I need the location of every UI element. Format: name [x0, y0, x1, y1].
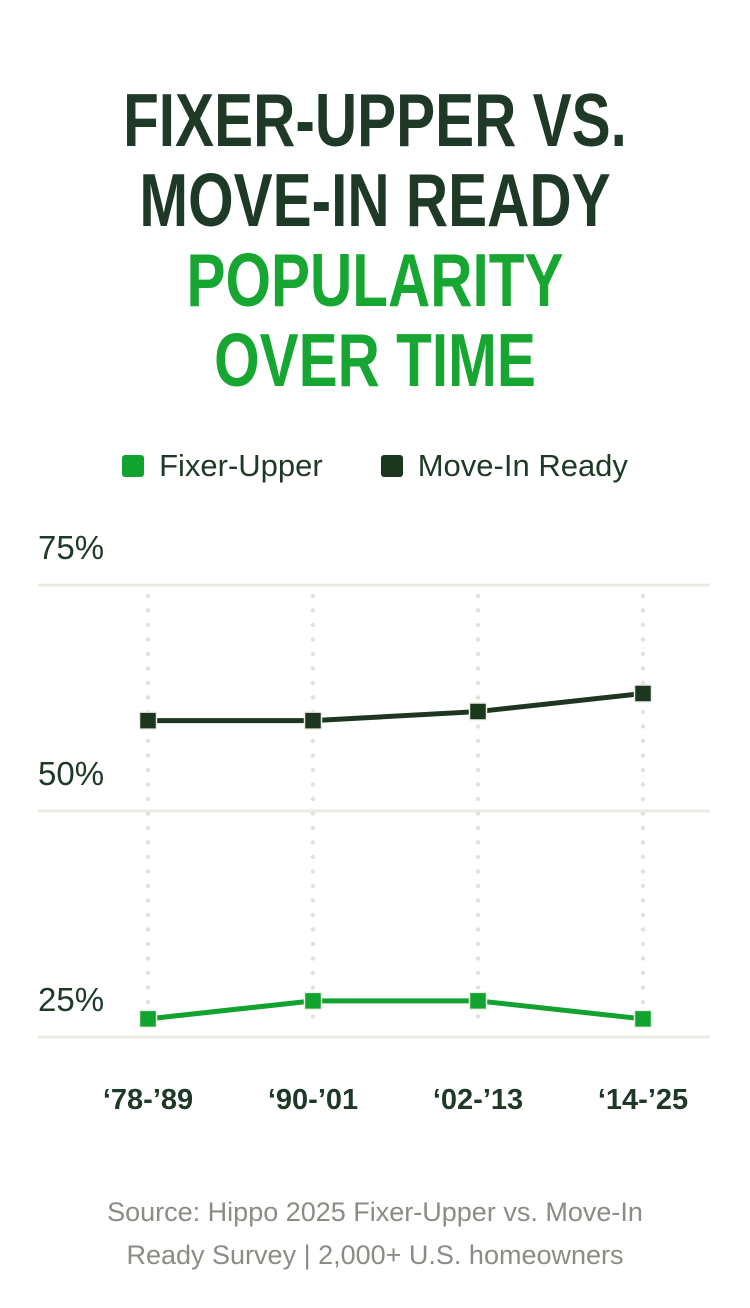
title-line-4: OVER TIME	[214, 318, 536, 402]
legend-swatch-fixer-upper	[122, 455, 145, 477]
title-line-2: MOVE-IN READY	[139, 158, 611, 242]
source-line-2: Ready Survey | 2,000+ U.S. homeowners	[126, 1240, 624, 1270]
y-axis-label-25: 25%	[38, 981, 104, 1018]
y-axis-label-75: 75%	[38, 529, 104, 566]
legend-item-move-in-ready[interactable]: Move-In Ready	[380, 448, 628, 484]
data-point-move-in-ready-1[interactable]	[303, 711, 323, 730]
series-line-move-in-ready	[148, 690, 644, 724]
data-point-fixer-upper-2[interactable]	[468, 991, 488, 1011]
data-point-move-in-ready-0[interactable]	[138, 711, 158, 730]
legend-label-fixer-upper: Fixer-Upper	[159, 448, 323, 483]
source-line-1: Source: Hippo 2025 Fixer-Upper vs. Move-…	[107, 1197, 643, 1227]
x-axis-label-3: ‘14-’25	[598, 1084, 688, 1116]
y-axis-label-50: 50%	[38, 755, 104, 792]
data-point-fixer-upper-0[interactable]	[138, 1009, 158, 1029]
data-point-move-in-ready-2[interactable]	[468, 702, 488, 721]
chart-legend: Fixer-Upper Move-In Ready	[0, 448, 750, 484]
title-line-3: POPULARITY	[186, 238, 564, 322]
title-line-1: FIXER-UPPER VS.	[123, 78, 627, 162]
legend-label-move-in-ready: Move-In Ready	[417, 448, 628, 483]
series-line-fixer-upper	[147, 998, 644, 1022]
chart-title: FIXER-UPPER VS. MOVE-IN READY POPULARITY…	[83, 80, 668, 400]
legend-swatch-move-in-ready	[380, 455, 403, 477]
x-axis-label-1: ‘90-’01	[268, 1084, 358, 1116]
data-point-fixer-upper-3[interactable]	[633, 1009, 653, 1029]
source-note: Source: Hippo 2025 Fixer-Upper vs. Move-…	[0, 1191, 750, 1277]
x-axis-label-2: ‘02-’13	[433, 1084, 523, 1116]
data-point-fixer-upper-1[interactable]	[303, 991, 323, 1011]
data-point-move-in-ready-3[interactable]	[633, 684, 653, 703]
x-axis-label-0: ‘78-’89	[103, 1084, 193, 1116]
legend-item-fixer-upper[interactable]: Fixer-Upper	[122, 448, 323, 484]
